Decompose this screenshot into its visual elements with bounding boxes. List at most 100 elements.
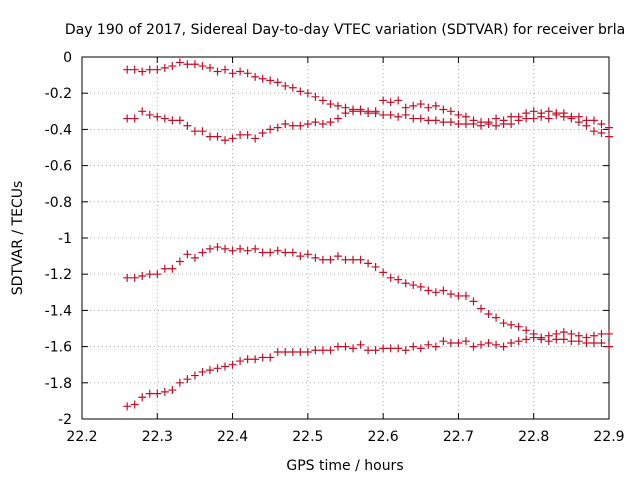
data-point xyxy=(446,290,455,299)
data-point xyxy=(123,402,132,411)
data-point xyxy=(190,371,199,380)
data-point xyxy=(364,107,373,116)
data-point xyxy=(552,109,561,118)
y-tick-label: -0.8 xyxy=(45,195,72,211)
data-point xyxy=(288,121,297,130)
data-point xyxy=(266,248,275,257)
data-point xyxy=(205,244,214,253)
data-point xyxy=(341,342,350,351)
data-point xyxy=(303,119,312,128)
data-point xyxy=(130,114,139,123)
data-point xyxy=(326,346,335,355)
series-4 xyxy=(123,328,613,411)
data-point xyxy=(198,62,207,71)
data-point xyxy=(394,96,403,105)
data-point xyxy=(537,335,546,344)
data-point xyxy=(559,335,568,344)
data-point xyxy=(386,98,395,107)
data-point xyxy=(213,67,222,76)
data-point xyxy=(544,107,553,116)
data-point xyxy=(477,118,486,127)
data-point xyxy=(605,123,613,132)
data-point xyxy=(183,60,192,69)
data-points xyxy=(123,58,613,411)
x-tick-label: 22.6 xyxy=(368,429,399,445)
data-point xyxy=(401,346,410,355)
data-point xyxy=(484,118,493,127)
data-point xyxy=(175,257,184,266)
data-point xyxy=(258,353,267,362)
data-point xyxy=(574,331,583,340)
data-point xyxy=(333,252,342,261)
data-point xyxy=(213,364,222,373)
data-point xyxy=(507,338,516,347)
data-point xyxy=(409,281,418,290)
data-point xyxy=(296,121,305,130)
data-point xyxy=(288,83,297,92)
data-point xyxy=(605,329,613,338)
data-point xyxy=(221,244,230,253)
data-point xyxy=(379,268,388,277)
data-point xyxy=(213,243,222,252)
y-tick-label: -1.8 xyxy=(45,376,72,392)
data-point xyxy=(379,110,388,119)
data-point xyxy=(454,338,463,347)
data-point xyxy=(424,286,433,295)
data-point xyxy=(221,136,230,145)
data-point xyxy=(190,60,199,69)
x-tick-label: 22.5 xyxy=(292,429,323,445)
data-point xyxy=(228,134,237,143)
data-point xyxy=(288,348,297,357)
data-point xyxy=(394,112,403,121)
data-point xyxy=(589,127,598,136)
data-point xyxy=(221,65,230,74)
data-point xyxy=(424,116,433,125)
data-point xyxy=(439,105,448,114)
data-point xyxy=(371,262,380,271)
data-point xyxy=(597,119,606,128)
data-point xyxy=(507,119,516,128)
data-point xyxy=(175,116,184,125)
data-point xyxy=(190,253,199,262)
data-point xyxy=(130,400,139,409)
data-point xyxy=(236,244,245,253)
data-point xyxy=(514,322,523,331)
data-point xyxy=(281,81,290,90)
data-point xyxy=(123,273,132,282)
data-point xyxy=(424,103,433,112)
y-tick-label: -2 xyxy=(58,412,72,428)
data-point xyxy=(461,119,470,128)
data-point xyxy=(273,348,282,357)
data-point xyxy=(183,250,192,259)
data-point xyxy=(439,337,448,346)
x-tick-label: 22.7 xyxy=(443,429,474,445)
data-point xyxy=(446,118,455,127)
data-point xyxy=(477,340,486,349)
data-point xyxy=(454,291,463,300)
data-point xyxy=(431,288,440,297)
chart-title: Day 190 of 2017, Sidereal Day-to-day VTE… xyxy=(65,22,625,38)
data-point xyxy=(236,130,245,139)
data-point xyxy=(446,338,455,347)
data-point xyxy=(439,286,448,295)
data-point xyxy=(394,275,403,284)
data-point xyxy=(198,127,207,136)
data-point xyxy=(145,389,154,398)
data-point xyxy=(386,273,395,282)
data-point xyxy=(190,127,199,136)
data-point xyxy=(266,353,275,362)
data-point xyxy=(567,112,576,121)
data-point xyxy=(461,291,470,300)
data-point xyxy=(138,393,147,402)
data-point xyxy=(529,114,538,123)
data-point xyxy=(431,101,440,110)
data-point xyxy=(469,342,478,351)
data-point xyxy=(281,348,290,357)
data-point xyxy=(168,386,177,395)
data-point xyxy=(409,114,418,123)
data-point xyxy=(258,74,267,83)
y-tick-label: 0 xyxy=(63,50,72,66)
data-point xyxy=(589,116,598,125)
y-tick-label: -1.6 xyxy=(45,340,72,356)
